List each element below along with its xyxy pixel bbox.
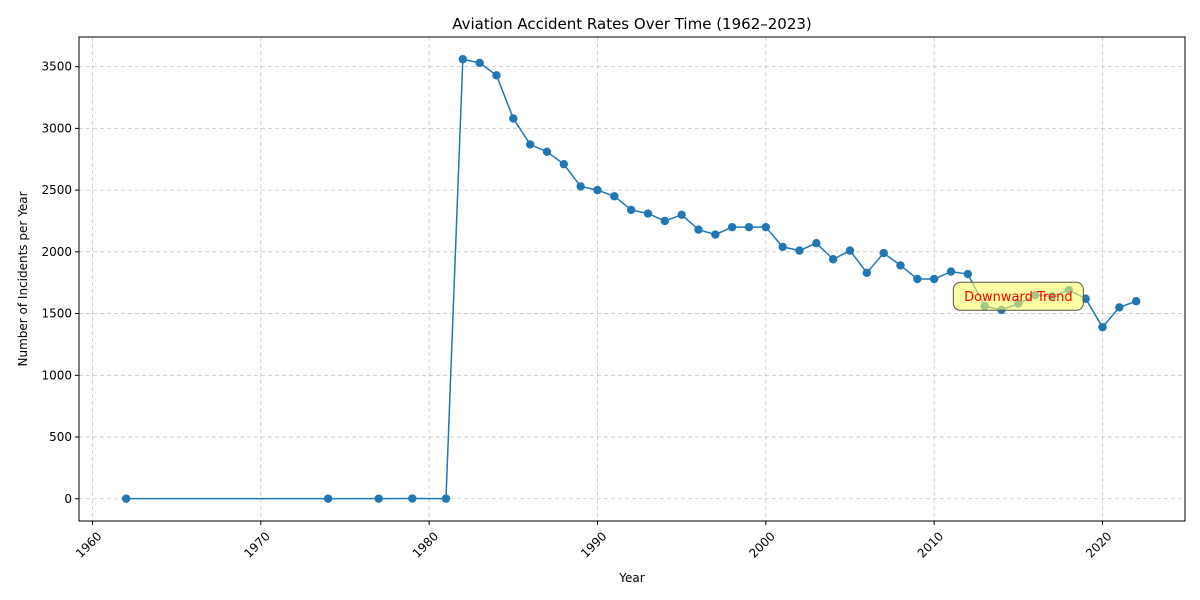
data-point	[761, 222, 771, 232]
data-point	[323, 494, 333, 503]
y-tick-label: 1500	[41, 307, 72, 321]
data-point	[660, 216, 670, 226]
x-tick-label: 1990	[578, 529, 609, 560]
data-point	[677, 210, 686, 219]
data-point	[408, 494, 417, 503]
data-point	[896, 261, 905, 270]
y-tick-label: 1000	[41, 368, 72, 382]
x-tick-label: 2000	[746, 529, 777, 560]
data-point	[812, 238, 821, 248]
data-point	[795, 246, 804, 255]
data-point	[845, 246, 855, 255]
data-point	[913, 274, 922, 284]
data-point	[559, 159, 569, 169]
data-point	[475, 58, 484, 68]
data-point	[374, 494, 383, 503]
y-tick-label: 0	[64, 492, 72, 506]
data-point	[727, 222, 737, 232]
data-points	[121, 55, 1141, 503]
data-point	[441, 494, 451, 503]
data-point	[509, 114, 518, 123]
data-point	[929, 274, 939, 284]
data-point	[626, 205, 636, 215]
grid	[79, 37, 1185, 521]
data-point	[694, 225, 703, 234]
y-tick-label: 2500	[41, 183, 72, 197]
data-point	[1115, 303, 1124, 312]
y-axis: 0 500 1000 1500 2000 2500 3000 3500	[41, 60, 79, 506]
y-tick-label: 3500	[41, 60, 72, 74]
x-axis: 1960 1970 1980 1990 2000 2010 2020	[73, 521, 1115, 561]
data-point	[879, 248, 888, 258]
y-tick-label: 3000	[41, 121, 72, 135]
x-axis-label: Year	[618, 571, 644, 585]
data-point	[492, 71, 501, 80]
data-point	[542, 147, 552, 157]
annotation: Downward Trend	[952, 281, 1084, 311]
data-point	[610, 192, 619, 201]
data-point	[946, 267, 956, 276]
data-point	[711, 230, 720, 239]
x-tick-label: 2020	[1083, 529, 1114, 560]
series-line	[126, 58, 1137, 500]
series-line-group	[126, 58, 1137, 500]
y-tick-label: 500	[49, 430, 72, 444]
y-axis-label: Number of Incidents per Year	[16, 191, 30, 366]
data-point	[593, 185, 602, 195]
data-point	[778, 242, 787, 252]
x-tick-label: 1970	[241, 529, 272, 560]
data-point	[525, 140, 535, 149]
x-tick-label: 1980	[410, 529, 441, 560]
chart-title: Aviation Accident Rates Over Time (1962–…	[452, 15, 812, 33]
plot-frame	[78, 36, 1186, 522]
data-point	[643, 209, 653, 218]
annotation-text: Downward Trend	[964, 290, 1073, 305]
data-point	[862, 268, 872, 278]
x-tick-label: 2010	[915, 529, 946, 560]
data-point	[1131, 297, 1141, 306]
y-tick-label: 2000	[41, 245, 72, 259]
data-point	[1098, 322, 1107, 332]
data-point	[744, 222, 754, 232]
data-point	[963, 269, 973, 279]
data-point	[828, 255, 838, 264]
x-tick-label: 1960	[73, 529, 104, 560]
data-point	[121, 494, 131, 503]
data-point	[576, 182, 585, 191]
data-point	[458, 55, 468, 64]
annotation-box	[952, 281, 1084, 311]
